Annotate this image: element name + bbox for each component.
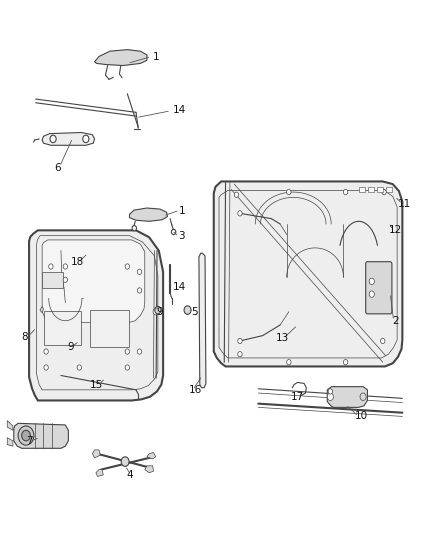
Text: 6: 6 — [54, 163, 61, 173]
Circle shape — [369, 291, 374, 297]
Text: 10: 10 — [354, 411, 367, 422]
Circle shape — [77, 365, 81, 370]
Circle shape — [327, 393, 333, 400]
Circle shape — [287, 189, 291, 195]
Circle shape — [238, 352, 242, 357]
Bar — [44, 311, 81, 345]
Polygon shape — [96, 470, 103, 477]
Polygon shape — [147, 453, 155, 459]
Circle shape — [125, 365, 130, 370]
Text: 8: 8 — [21, 332, 28, 342]
Polygon shape — [145, 466, 153, 473]
Circle shape — [138, 288, 142, 293]
Text: 17: 17 — [291, 392, 304, 402]
Circle shape — [238, 338, 242, 344]
Polygon shape — [130, 208, 167, 221]
Polygon shape — [7, 438, 13, 446]
Circle shape — [238, 211, 242, 216]
Circle shape — [125, 349, 130, 354]
Polygon shape — [95, 50, 147, 66]
FancyBboxPatch shape — [366, 262, 392, 314]
Text: 5: 5 — [192, 306, 198, 317]
Circle shape — [369, 278, 374, 285]
Circle shape — [287, 360, 291, 365]
Circle shape — [132, 225, 137, 231]
Circle shape — [83, 135, 89, 143]
Bar — [368, 187, 374, 192]
Text: 13: 13 — [276, 333, 289, 343]
Polygon shape — [327, 386, 367, 407]
Text: 14: 14 — [173, 282, 187, 292]
Polygon shape — [92, 450, 100, 458]
Circle shape — [381, 338, 385, 344]
Polygon shape — [29, 230, 163, 400]
Bar — [386, 187, 392, 192]
Circle shape — [343, 189, 348, 195]
Polygon shape — [40, 306, 43, 313]
Text: 1: 1 — [152, 52, 159, 61]
Text: 11: 11 — [398, 199, 411, 209]
Polygon shape — [42, 240, 145, 322]
Circle shape — [234, 192, 239, 197]
Text: 18: 18 — [71, 257, 84, 267]
Bar — [90, 310, 130, 348]
Circle shape — [138, 269, 142, 274]
Text: 9: 9 — [67, 342, 74, 352]
Circle shape — [21, 430, 30, 441]
Bar — [42, 272, 63, 288]
Circle shape — [138, 349, 142, 354]
Text: 7: 7 — [26, 436, 32, 446]
Circle shape — [18, 426, 34, 445]
Circle shape — [360, 393, 366, 400]
Polygon shape — [14, 423, 68, 448]
Polygon shape — [42, 133, 95, 146]
Circle shape — [171, 229, 176, 235]
Bar — [359, 187, 365, 192]
Circle shape — [343, 360, 348, 365]
Polygon shape — [214, 181, 403, 367]
Circle shape — [125, 264, 130, 269]
Polygon shape — [7, 421, 13, 430]
Circle shape — [63, 264, 67, 269]
Circle shape — [44, 349, 48, 354]
Circle shape — [328, 389, 332, 394]
Circle shape — [155, 306, 161, 314]
Circle shape — [184, 306, 191, 314]
Circle shape — [153, 309, 158, 315]
Circle shape — [382, 189, 386, 195]
Text: 16: 16 — [188, 385, 201, 395]
Text: 1: 1 — [179, 206, 185, 216]
Text: 15: 15 — [90, 379, 103, 390]
Text: 14: 14 — [173, 104, 187, 115]
Circle shape — [49, 264, 53, 269]
Text: 12: 12 — [389, 225, 403, 236]
Circle shape — [50, 135, 56, 143]
Text: 3: 3 — [179, 231, 185, 241]
Bar — [377, 187, 383, 192]
Text: 4: 4 — [126, 470, 133, 480]
Circle shape — [44, 365, 48, 370]
Text: 2: 2 — [392, 316, 399, 326]
Polygon shape — [199, 253, 206, 387]
Text: 9: 9 — [157, 306, 163, 317]
Circle shape — [121, 457, 129, 466]
Circle shape — [63, 277, 67, 282]
